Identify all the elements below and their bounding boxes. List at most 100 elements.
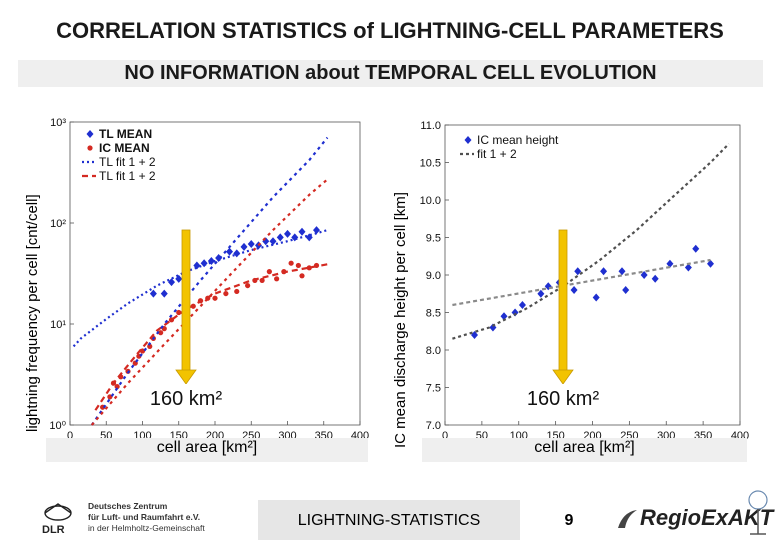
fit-line-3	[94, 263, 328, 411]
annotation-arrow-shaft	[181, 229, 191, 373]
y-tick-label: 10²	[50, 218, 66, 230]
data-point	[707, 259, 714, 268]
data-point	[692, 244, 700, 253]
regio-logo-icon	[618, 510, 637, 528]
data-point	[295, 262, 301, 269]
data-point	[245, 282, 251, 289]
footer-title-box	[258, 500, 520, 540]
annotation-label-box	[136, 384, 236, 412]
data-point	[276, 233, 284, 242]
data-point	[259, 277, 265, 284]
data-point	[240, 242, 248, 251]
dlr-line-1: Deutsches Zentrum	[88, 501, 168, 511]
legend-marker	[86, 130, 94, 138]
data-point	[226, 247, 233, 256]
data-point	[168, 278, 175, 287]
annotation-label-box	[513, 384, 613, 412]
y-tick-label: 7.0	[426, 420, 441, 432]
data-point	[306, 265, 312, 271]
left-x-axis-band	[46, 438, 368, 462]
data-point	[193, 261, 201, 270]
fit-line-2	[452, 258, 711, 307]
weather-station-icon	[748, 490, 768, 535]
data-point	[313, 226, 320, 235]
right-x-axis-label: cell area [km²]	[534, 439, 635, 456]
left-y-axis-label: lightning frequency per cell [cnt/cell]	[24, 194, 41, 432]
annotation-arrow-head	[175, 369, 197, 385]
data-point	[247, 239, 255, 248]
fit-line-2	[72, 229, 328, 348]
annotation-label: 160 km²	[150, 388, 223, 410]
page-number: 9	[564, 512, 574, 529]
legend-label: IC mean height	[477, 133, 559, 147]
data-point	[223, 290, 229, 297]
data-point	[640, 271, 648, 279]
regioexakt-logo: RegioExAKT	[640, 505, 774, 530]
data-point	[149, 289, 157, 298]
data-point	[500, 312, 508, 321]
slide-subtitle: NO INFORMATION about TEMPORAL CELL EVOLU…	[124, 62, 657, 84]
data-point	[537, 289, 545, 298]
legend-marker	[87, 145, 93, 151]
data-point	[600, 267, 608, 276]
fit-line-1	[452, 143, 730, 340]
data-point	[651, 274, 659, 283]
legend-label: TL fit 1 + 2	[99, 169, 156, 183]
subtitle-band	[18, 60, 763, 87]
data-point	[592, 293, 600, 302]
data-point	[158, 330, 164, 336]
data-point	[618, 267, 626, 276]
right-x-axis-band	[422, 438, 747, 462]
legend-marker	[464, 136, 472, 144]
data-point	[200, 259, 208, 268]
legend-label: IC MEAN	[99, 141, 150, 155]
left-x-axis-label: cell area [km²]	[156, 439, 258, 456]
fit-line-5	[90, 178, 329, 426]
data-point	[666, 259, 674, 268]
y-tick-label: 10.0	[420, 195, 441, 207]
y-tick-label: 10⁰	[49, 420, 66, 432]
data-point	[570, 286, 578, 294]
legend-label: TL MEAN	[99, 127, 152, 141]
dlr-logo-mark: DLR	[42, 503, 72, 536]
data-point	[298, 227, 306, 236]
data-point	[212, 295, 218, 301]
data-point	[274, 276, 280, 282]
right-y-axis-label: IC mean discharge height per cell [km]	[392, 192, 409, 448]
dlr-logo-text: Deutsches Zentrum für Luft- und Raumfahr…	[88, 501, 205, 534]
data-point	[176, 309, 182, 316]
data-point	[233, 249, 241, 258]
data-point	[262, 237, 270, 246]
y-tick-label: 10.5	[420, 158, 441, 170]
data-point	[288, 260, 294, 266]
data-point	[160, 289, 168, 298]
data-point	[266, 269, 272, 275]
y-tick-label: 8.5	[426, 308, 441, 320]
legend-label: TL fit 1 + 2	[99, 155, 156, 169]
data-point	[234, 288, 240, 295]
legend-label: fit 1 + 2	[477, 147, 517, 161]
data-point	[269, 237, 277, 246]
y-tick-label: 9.5	[426, 233, 441, 245]
data-point	[684, 263, 692, 272]
chart-ic-discharge-height: 0 50 100 150 200 250 300 350 4007.07.58.08.59.09…	[420, 120, 750, 442]
y-tick-label: 7.5	[426, 383, 441, 395]
dlr-line-3: in der Helmholtz-Gemeinschaft	[88, 523, 205, 533]
annotation-label: 160 km²	[527, 388, 600, 410]
data-point	[299, 273, 305, 279]
annotation-arrow-head	[552, 369, 574, 385]
data-point	[284, 229, 291, 238]
x-tick-label: 0	[442, 430, 448, 442]
plot-frame	[444, 124, 741, 426]
data-point	[147, 343, 153, 350]
x-tick-label: 0	[67, 430, 73, 442]
data-point	[114, 383, 120, 390]
data-point	[518, 301, 526, 309]
dlr-mark-text: DLR	[42, 524, 65, 536]
y-tick-label: 10¹	[50, 319, 66, 331]
data-point	[471, 331, 478, 339]
dlr-line-2: für Luft- und Raumfahrt e.V.	[88, 512, 201, 522]
y-tick-label: 9.0	[426, 270, 441, 282]
data-point	[291, 233, 299, 242]
